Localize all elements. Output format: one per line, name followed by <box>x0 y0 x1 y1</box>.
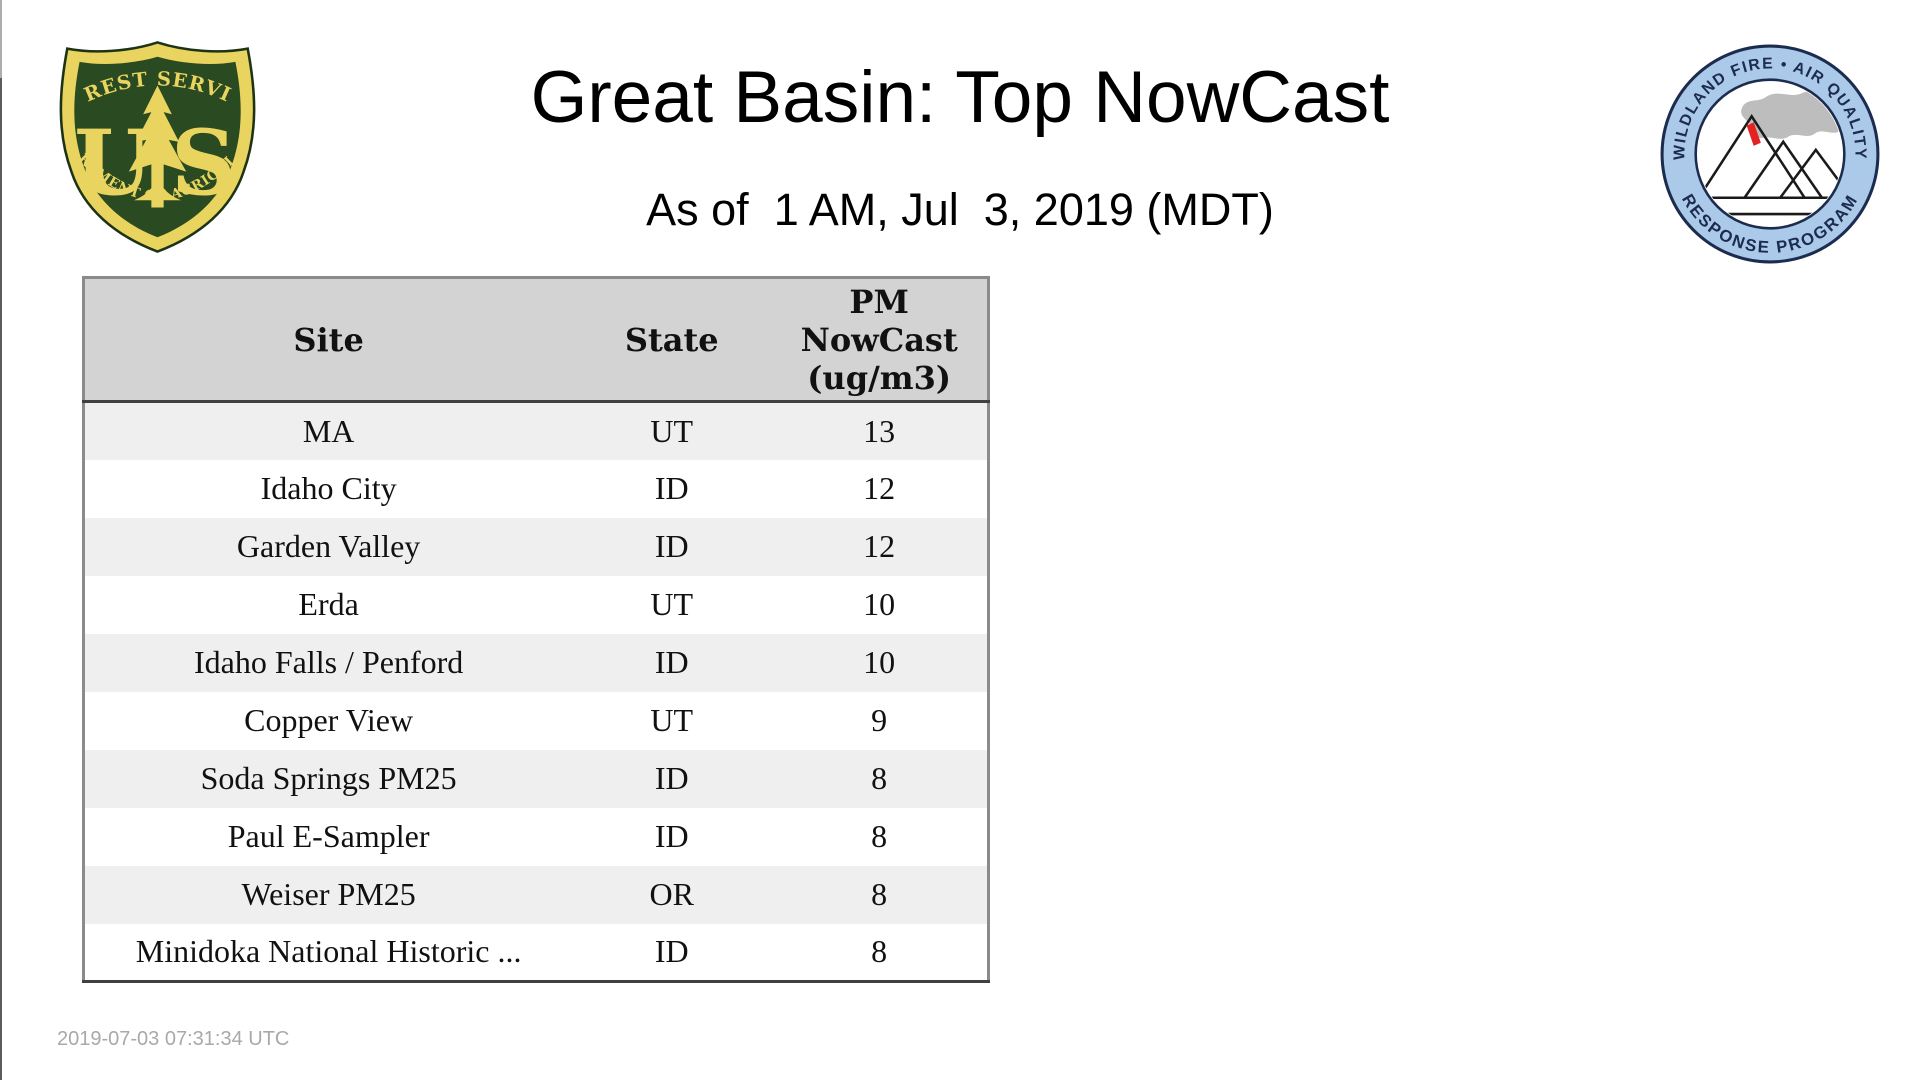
screen-edge-artifact <box>0 78 2 1080</box>
table-row: Copper View UT 9 <box>83 691 989 750</box>
site-cell: Garden Valley <box>236 528 421 564</box>
site-cell: Minidoka National Historic ... <box>135 933 522 970</box>
state-cell: ID <box>654 470 689 506</box>
pm-header-line3: (ug/m3) <box>807 358 952 397</box>
table-row: Minidoka National Historic ... ID 8 <box>83 923 989 982</box>
site-cell: Erda <box>298 586 359 622</box>
column-header-site: Site <box>83 277 573 403</box>
pine-tree-icon <box>128 85 187 208</box>
value-cell: 10 <box>863 644 896 680</box>
site-cell: Copper View <box>244 702 414 738</box>
column-header-state: State <box>572 277 772 403</box>
value-cell: 8 <box>871 818 888 854</box>
value-cell: 10 <box>863 586 896 622</box>
nowcast-table: Site State PM NowCast (ug/m3) MA UT 13 I… <box>82 276 990 983</box>
state-cell: UT <box>650 412 694 449</box>
mountain-left <box>1697 113 1806 199</box>
table-row: MA UT 13 <box>83 401 989 460</box>
table-header: Site State PM NowCast (ug/m3) <box>83 277 989 403</box>
table-row: Soda Springs PM25 ID 8 <box>83 749 989 808</box>
table-row: Idaho City ID 12 <box>83 459 989 518</box>
site-cell: Soda Springs PM25 <box>200 760 457 796</box>
state-cell: ID <box>654 818 689 854</box>
pm-header-line2: NowCast <box>800 320 958 359</box>
site-cell: Paul E-Sampler <box>227 818 430 854</box>
value-cell: 8 <box>871 876 888 912</box>
state-cell: ID <box>654 644 689 680</box>
value-cell: 8 <box>871 933 888 970</box>
site-cell: MA <box>302 412 355 449</box>
site-cell: Idaho City <box>260 470 397 506</box>
page-subtitle: As of 1 AM, Jul 3, 2019 (MDT) <box>646 184 1274 235</box>
table-row: Garden Valley ID 12 <box>83 517 989 576</box>
column-header-pm-nowcast: PM NowCast (ug/m3) <box>771 277 989 403</box>
state-cell: ID <box>654 933 689 970</box>
shield-letter-s: S <box>171 110 236 216</box>
state-cell: ID <box>654 760 689 796</box>
value-cell: 12 <box>863 528 896 564</box>
site-cell: Weiser PM25 <box>241 876 416 912</box>
forest-service-logo: FOREST SERVICE U S DEPARTMENT OF AGRICUL… <box>55 38 256 253</box>
fire-streak-icon <box>1746 122 1761 146</box>
table-row: Weiser PM25 OR 8 <box>83 865 989 924</box>
site-cell: Idaho Falls / Penford <box>193 644 464 680</box>
state-cell: UT <box>650 586 694 622</box>
value-cell: 9 <box>871 702 888 738</box>
table-row: Idaho Falls / Penford ID 10 <box>83 633 989 692</box>
smoke-plume-icon <box>1741 91 1843 139</box>
page-title: Great Basin: Top NowCast <box>530 57 1390 138</box>
value-cell: 12 <box>863 470 896 506</box>
state-cell: ID <box>654 528 689 564</box>
table-row: Paul E-Sampler ID 8 <box>83 807 989 866</box>
value-cell: 8 <box>871 760 888 796</box>
generated-timestamp: 2019-07-03 07:31:34 UTC <box>57 1028 290 1050</box>
state-cell: OR <box>649 876 694 912</box>
value-cell: 13 <box>863 412 896 449</box>
table-row: Erda UT 10 <box>83 575 989 634</box>
pm-header-line1: PM <box>849 282 909 321</box>
state-cell: UT <box>650 702 694 738</box>
screen-edge-artifact <box>0 0 2 78</box>
mountain-middle <box>1743 139 1823 199</box>
wfaqrp-logo: WILDLAND FIRE • AIR QUALITY RESPONSE PRO… <box>1660 44 1880 264</box>
